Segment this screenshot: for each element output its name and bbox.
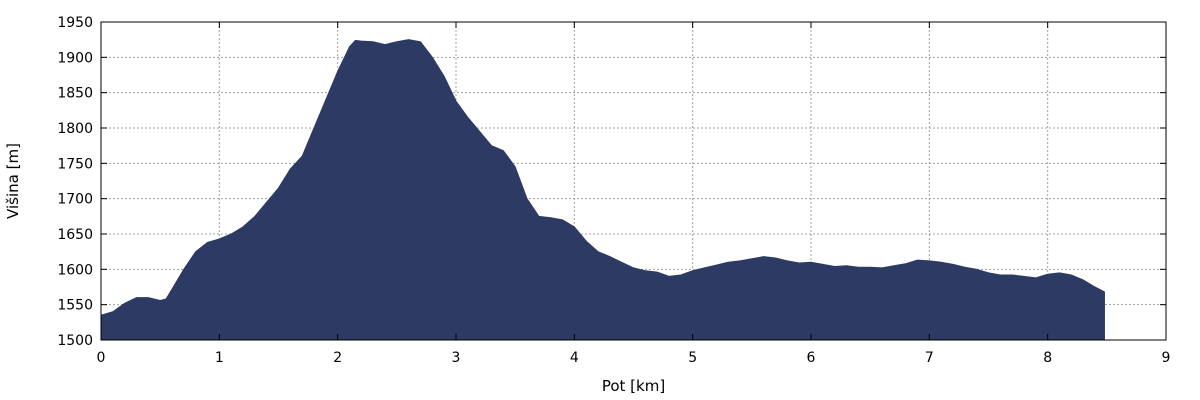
elevation-area <box>100 39 1105 341</box>
y-tick-label: 1850 <box>57 86 93 102</box>
x-tick-labels: 0 1 2 3 4 5 6 7 8 9 <box>97 350 1171 366</box>
x-tick-label: 2 <box>333 350 342 366</box>
y-axis-label: Višina [m] <box>4 143 22 219</box>
x-tick-label: 9 <box>1162 350 1171 366</box>
y-tick-label: 1750 <box>57 156 93 172</box>
y-tick-label: 1700 <box>57 192 93 208</box>
y-tick-labels: 1500 1550 1600 1650 1700 1750 1800 1850 1900 1950 <box>57 15 93 349</box>
x-tick-label: 6 <box>807 350 816 366</box>
x-tick-label: 4 <box>570 350 579 366</box>
y-tick-label: 1600 <box>57 262 93 278</box>
y-tick-label: 1950 <box>57 15 93 31</box>
axis-ticks <box>100 21 1167 341</box>
x-tick-label: 0 <box>97 350 106 366</box>
x-tick-label: 1 <box>215 350 224 366</box>
y-tick-label: 1500 <box>57 333 93 349</box>
x-tick-label: 7 <box>925 350 934 366</box>
y-tick-label: 1800 <box>57 121 93 137</box>
y-tick-label: 1550 <box>57 298 93 314</box>
x-tick-label: 5 <box>688 350 697 366</box>
y-tick-label: 1650 <box>57 227 93 243</box>
x-axis-label: Pot [km] <box>602 377 665 395</box>
y-tick-label: 1900 <box>57 50 93 66</box>
plot-frame <box>100 21 1167 341</box>
x-tick-label: 3 <box>452 350 461 366</box>
x-tick-label: 8 <box>1043 350 1052 366</box>
